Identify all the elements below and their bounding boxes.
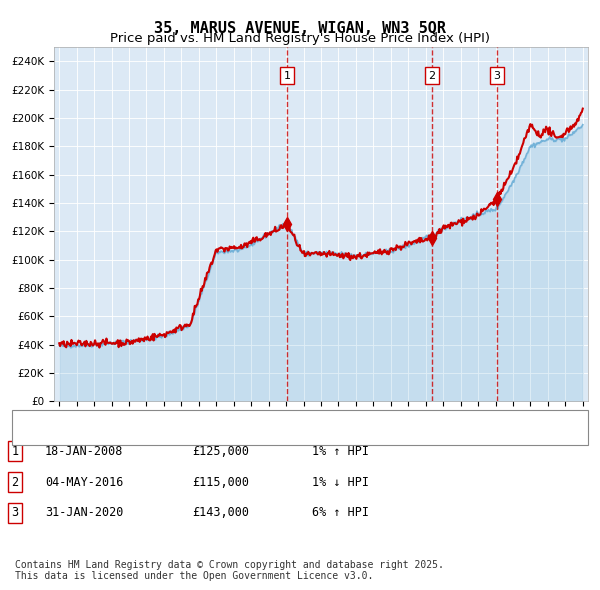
Text: 04-MAY-2016: 04-MAY-2016	[45, 476, 124, 489]
Text: 35, MARUS AVENUE, WIGAN, WN3 5QR: 35, MARUS AVENUE, WIGAN, WN3 5QR	[154, 21, 446, 35]
Text: 2: 2	[11, 476, 19, 489]
Text: 6% ↑ HPI: 6% ↑ HPI	[312, 506, 369, 519]
Text: HPI: Average price, semi-detached house, Wigan: HPI: Average price, semi-detached house,…	[64, 431, 374, 441]
Text: £115,000: £115,000	[192, 476, 249, 489]
Text: 1% ↑ HPI: 1% ↑ HPI	[312, 445, 369, 458]
Text: 3: 3	[11, 506, 19, 519]
Text: 18-JAN-2008: 18-JAN-2008	[45, 445, 124, 458]
Text: 35, MARUS AVENUE, WIGAN, WN3 5QR (semi-detached house): 35, MARUS AVENUE, WIGAN, WN3 5QR (semi-d…	[64, 415, 428, 425]
Text: 3: 3	[493, 71, 500, 80]
Text: 31-JAN-2020: 31-JAN-2020	[45, 506, 124, 519]
Text: £125,000: £125,000	[192, 445, 249, 458]
Text: 1: 1	[283, 71, 290, 80]
Text: 1: 1	[11, 445, 19, 458]
Text: 2: 2	[428, 71, 435, 80]
Text: Price paid vs. HM Land Registry's House Price Index (HPI): Price paid vs. HM Land Registry's House …	[110, 32, 490, 45]
Text: 1% ↓ HPI: 1% ↓ HPI	[312, 476, 369, 489]
Text: Contains HM Land Registry data © Crown copyright and database right 2025.
This d: Contains HM Land Registry data © Crown c…	[15, 559, 444, 581]
Text: £143,000: £143,000	[192, 506, 249, 519]
